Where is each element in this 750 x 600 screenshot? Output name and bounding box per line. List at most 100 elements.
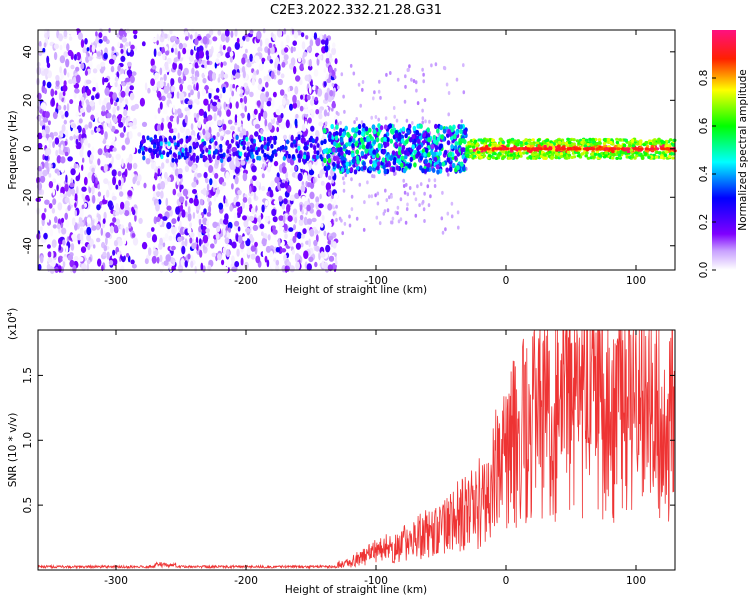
spectrogram-noise-dot bbox=[100, 128, 104, 135]
spectrogram-noise-dot bbox=[290, 134, 294, 142]
snr-x-tick-label: 0 bbox=[503, 575, 510, 587]
spectrogram-signal-dot bbox=[631, 144, 636, 148]
spectrogram-signal-dot bbox=[245, 155, 249, 161]
spectrogram-signal-dot bbox=[569, 144, 573, 148]
spectrogram-signal-dot bbox=[353, 169, 358, 175]
spectrogram-signal-dot bbox=[635, 142, 640, 146]
spectrogram-noise-dot bbox=[180, 258, 185, 267]
spectrogram-noise-dot bbox=[126, 161, 133, 171]
spectrogram-y-tick-label: 40 bbox=[22, 45, 34, 58]
spectrogram-signal-dot bbox=[506, 144, 510, 148]
spectrogram-noise-dot bbox=[121, 81, 126, 87]
spectrogram-noise-dot bbox=[74, 128, 79, 136]
spectrogram-noise-dot bbox=[113, 101, 118, 107]
spectrogram-peak-dot bbox=[502, 147, 507, 151]
spectrogram-noise-dot bbox=[270, 46, 275, 55]
spectrogram-noise-dot bbox=[278, 215, 284, 221]
spectrogram-noise-dot bbox=[96, 197, 100, 203]
spectrogram-peak-dot bbox=[649, 147, 655, 151]
spectrogram-noise-dot bbox=[427, 203, 431, 208]
spectrogram-noise-dot bbox=[216, 101, 221, 109]
spectrogram-signal-dot bbox=[379, 125, 384, 131]
spectrogram-noise-dot bbox=[119, 102, 122, 110]
spectrogram-noise-dot bbox=[191, 164, 197, 171]
colorbar-tick-label: 0.0 bbox=[698, 262, 710, 279]
spectrogram-noise-dot bbox=[340, 218, 343, 223]
spectrogram-noise-dot bbox=[290, 57, 296, 66]
spectrogram-noise-dot bbox=[107, 200, 114, 208]
spectrogram-noise-dot bbox=[384, 116, 388, 121]
spectrogram-noise-dot bbox=[447, 112, 451, 117]
spectrogram-noise-dot bbox=[406, 68, 410, 72]
spectrogram-noise-dot bbox=[198, 238, 202, 247]
spectrogram-noise-dot bbox=[196, 243, 199, 251]
spectrogram-noise-dot bbox=[159, 237, 164, 246]
spectrogram-noise-dot bbox=[128, 122, 134, 127]
spectrogram-signal-dot bbox=[334, 135, 339, 141]
spectrogram-noise-dot bbox=[293, 66, 297, 75]
spectrogram-noise-dot bbox=[92, 77, 97, 85]
spectrogram-signal-dot bbox=[519, 143, 524, 148]
spectrogram-noise-dot bbox=[79, 221, 85, 227]
spectrogram-noise-dot bbox=[254, 123, 261, 129]
spectrogram-signal-dot bbox=[353, 133, 357, 139]
spectrogram-signal-dot bbox=[303, 154, 307, 160]
spectrogram-signal-dot bbox=[306, 156, 310, 162]
spectrogram-noise-dot bbox=[90, 114, 95, 121]
spectrogram-noise-dot bbox=[102, 218, 106, 225]
spectrogram-noise-dot bbox=[52, 224, 57, 229]
spectrogram-noise-dot bbox=[308, 162, 312, 170]
spectrogram-noise-dot bbox=[159, 101, 163, 110]
spectrogram-noise-dot bbox=[308, 109, 315, 114]
spectrogram-noise-dot bbox=[70, 64, 75, 70]
spectrogram-noise-dot bbox=[231, 183, 234, 190]
spectrogram-noise-dot bbox=[139, 97, 145, 107]
spectrogram-x-tick-label: -300 bbox=[104, 275, 128, 287]
spectrogram-noise-dot bbox=[242, 215, 247, 221]
spectrogram-signal-dot bbox=[408, 137, 413, 143]
spectrogram-signal-dot bbox=[664, 150, 669, 154]
spectrogram-noise-dot bbox=[43, 42, 47, 48]
spectrogram-noise-dot bbox=[203, 117, 207, 125]
spectrogram-signal-dot bbox=[242, 145, 246, 151]
spectrogram-noise-dot bbox=[270, 180, 275, 189]
spectrogram-noise-dot bbox=[157, 107, 161, 114]
spectrogram-noise-dot bbox=[307, 65, 313, 71]
spectrogram-noise-dot bbox=[194, 38, 199, 46]
spectrogram-noise-dot bbox=[122, 228, 125, 236]
spectrogram-noise-dot bbox=[67, 254, 74, 261]
spectrogram-noise-dot bbox=[160, 79, 164, 89]
spectrogram-noise-dot bbox=[151, 65, 157, 70]
spectrogram-noise-dot bbox=[54, 216, 58, 224]
spectrogram-signal-dot bbox=[194, 142, 198, 148]
spectrogram-noise-dot bbox=[258, 215, 262, 224]
spectrogram-signal-dot bbox=[375, 137, 380, 143]
spectrogram-noise-dot bbox=[252, 175, 257, 182]
spectrogram-noise-dot bbox=[378, 79, 381, 84]
spectrogram-signal-dot bbox=[188, 145, 192, 151]
spectrogram-noise-dot bbox=[414, 80, 418, 85]
spectrogram-noise-dot bbox=[80, 96, 85, 102]
spectrogram-signal-dot bbox=[377, 143, 382, 149]
spectrogram-noise-dot bbox=[117, 84, 121, 92]
spectrogram-noise-dot bbox=[184, 114, 188, 124]
spectrogram-noise-dot bbox=[311, 32, 314, 38]
spectrogram-noise-dot bbox=[189, 55, 194, 62]
spectrogram-noise-dot bbox=[112, 54, 117, 60]
spectrogram-noise-dot bbox=[382, 211, 386, 216]
spectrogram-noise-dot bbox=[207, 264, 212, 272]
spectrogram-signal-dot bbox=[604, 154, 608, 158]
spectrogram-noise-dot bbox=[264, 118, 268, 127]
spectrogram-noise-dot bbox=[265, 245, 271, 253]
spectrogram-noise-dot bbox=[161, 117, 165, 123]
spectrogram-noise-dot bbox=[98, 39, 103, 44]
spectrogram-noise-dot bbox=[220, 61, 223, 68]
spectrogram-noise-dot bbox=[79, 100, 82, 107]
spectrogram-noise-dot bbox=[265, 91, 270, 98]
spectrogram-noise-dot bbox=[265, 125, 269, 132]
spectrogram-signal-dot bbox=[177, 154, 181, 160]
spectrogram-noise-dot bbox=[171, 218, 177, 225]
spectrogram-signal-dot bbox=[508, 138, 512, 142]
spectrogram-noise-dot bbox=[306, 94, 311, 101]
spectrogram-signal-dot bbox=[371, 124, 376, 130]
